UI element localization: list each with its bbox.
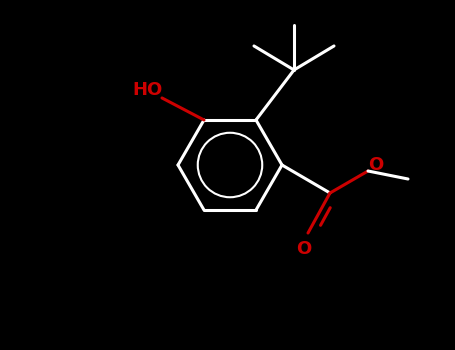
Text: HO: HO <box>133 81 163 99</box>
Text: O: O <box>296 240 312 258</box>
Text: O: O <box>369 156 384 174</box>
